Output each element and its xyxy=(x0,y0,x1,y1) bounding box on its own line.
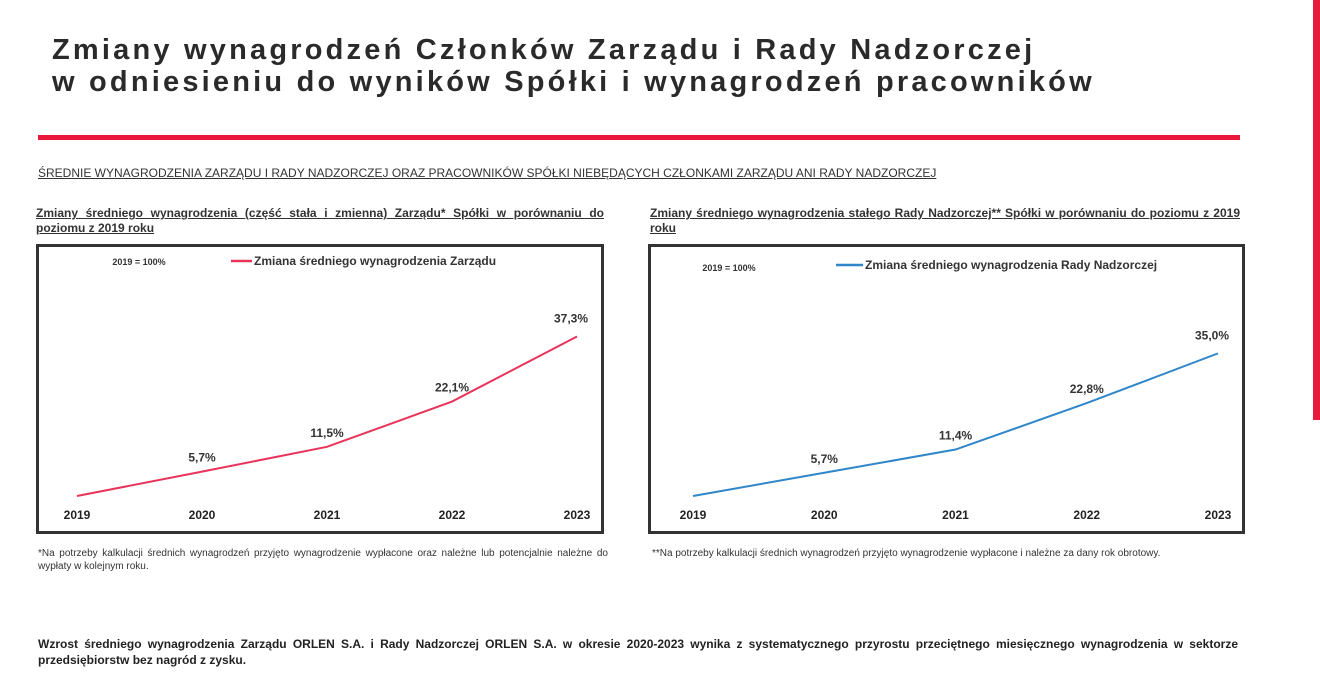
left-footnote: *Na potrzeby kalkulacji średnich wynagro… xyxy=(38,548,608,572)
left-chart-frame: 2019 = 100% Zmiana średniego wynagrodzeni… xyxy=(36,244,604,534)
left-chart-heading: Zmiany średniego wynagrodzenia (część st… xyxy=(36,206,604,235)
title-line: Zmiany wynagrodzeń Członków Zarządu i Ra… xyxy=(52,34,1036,66)
legend-label: Zmiana średniego wynagrodzenia Rady Nadz… xyxy=(865,258,1157,272)
x-tick-label: 2021 xyxy=(314,508,341,522)
x-tick-label: 2022 xyxy=(439,508,466,522)
right-footnote: **Na potrzeby kalkulacji średnich wynagr… xyxy=(652,548,1161,559)
side-accent-bar xyxy=(1313,0,1320,420)
data-label: 37,3% xyxy=(554,312,588,326)
data-label: 22,8% xyxy=(1070,382,1104,396)
annotation: 2019 = 100% xyxy=(112,257,165,267)
x-tick-label: 2020 xyxy=(189,508,216,522)
section-heading: ŚREDNIE WYNAGRODZENIA ZARZĄDU I RADY NAD… xyxy=(38,166,937,180)
data-label: 22,1% xyxy=(435,381,469,395)
legend-label: Zmiana średniego wynagrodzenia Zarządu xyxy=(254,254,496,268)
x-tick-label: 2020 xyxy=(811,508,838,522)
data-label: 5,7% xyxy=(811,452,839,466)
data-label: 5,7% xyxy=(188,451,216,465)
conclusion-text: Wzrost średniego wynagrodzenia Zarządu O… xyxy=(38,637,1238,667)
right-chart: 2019 = 100% Zmiana średniego wynagrodzeni… xyxy=(680,258,1232,522)
series-line xyxy=(692,352,1219,497)
page-title: Zmiany wynagrodzeń Członków Zarządu i Ra… xyxy=(52,34,1095,98)
x-tick-label: 2019 xyxy=(64,508,91,522)
x-tick-label: 2022 xyxy=(1073,508,1100,522)
data-label: 11,5% xyxy=(310,426,344,440)
x-tick-label: 2019 xyxy=(680,508,707,522)
x-tick-label: 2023 xyxy=(564,508,591,522)
divider xyxy=(38,135,1240,140)
right-chart-frame: 2019 = 100% Zmiana średniego wynagrodzeni… xyxy=(648,244,1245,534)
x-tick-label: 2023 xyxy=(1205,508,1232,522)
left-chart: 2019 = 100% Zmiana średniego wynagrodzeni… xyxy=(64,254,591,522)
annotation: 2019 = 100% xyxy=(702,263,755,273)
x-tick-label: 2021 xyxy=(942,508,969,522)
title-line: w odniesieniu do wyników Spółki i wynagr… xyxy=(52,66,1095,98)
data-label: 35,0% xyxy=(1195,328,1229,342)
series-line xyxy=(76,335,578,497)
right-chart-heading: Zmiany średniego wynagrodzenia stałego R… xyxy=(650,206,1240,235)
data-label: 11,4% xyxy=(939,429,973,443)
